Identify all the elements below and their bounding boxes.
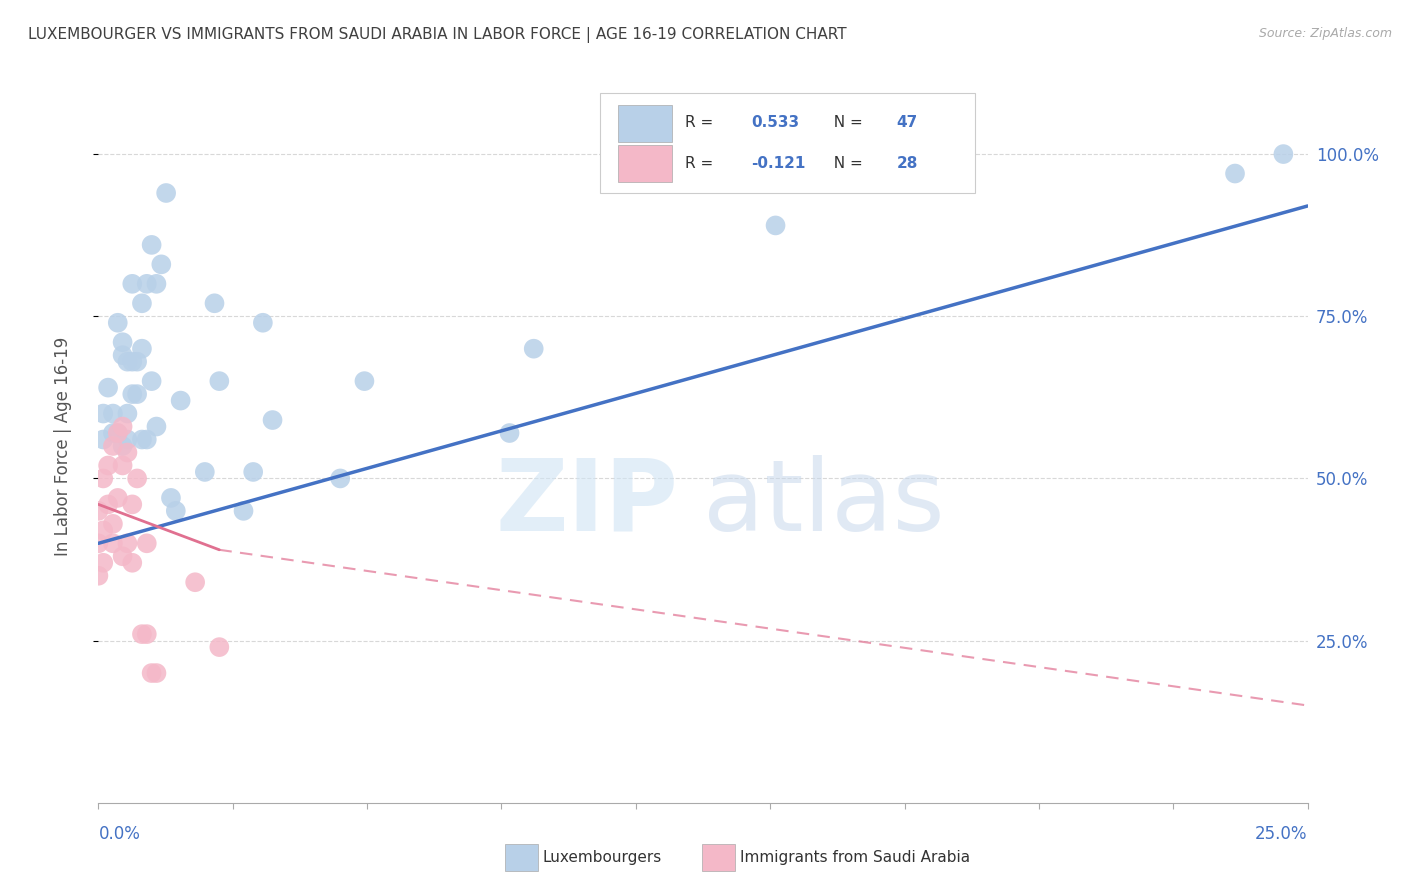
- Point: [101, 407, 124, 421]
- Point: [1272, 147, 1295, 161]
- Point: [135, 627, 157, 641]
- Text: LUXEMBOURGER VS IMMIGRANTS FROM SAUDI ARABIA IN LABOR FORCE | AGE 16-19 CORRELAT: LUXEMBOURGER VS IMMIGRANTS FROM SAUDI AR…: [28, 27, 846, 43]
- Point: [145, 666, 167, 681]
- FancyBboxPatch shape: [600, 93, 976, 193]
- Point: [127, 471, 149, 485]
- Point: [194, 465, 217, 479]
- Point: [107, 316, 129, 330]
- Point: [141, 666, 163, 681]
- Text: 0.533: 0.533: [751, 115, 800, 130]
- Point: [111, 335, 134, 350]
- Point: [329, 471, 352, 485]
- Point: [111, 549, 134, 564]
- Point: [101, 516, 124, 531]
- Point: [135, 536, 157, 550]
- Point: [141, 238, 163, 252]
- Point: [107, 425, 129, 440]
- Point: [117, 445, 139, 459]
- Point: [117, 433, 139, 447]
- Point: [87, 504, 110, 518]
- Point: [101, 536, 124, 550]
- Point: [111, 458, 134, 473]
- Text: R =: R =: [685, 156, 718, 171]
- Point: [262, 413, 284, 427]
- FancyBboxPatch shape: [619, 105, 672, 142]
- Point: [107, 425, 129, 440]
- Y-axis label: In Labor Force | Age 16-19: In Labor Force | Age 16-19: [53, 336, 72, 556]
- Point: [498, 425, 520, 440]
- Point: [97, 497, 120, 511]
- Point: [165, 504, 187, 518]
- Point: [160, 491, 183, 505]
- Point: [155, 186, 177, 200]
- Point: [860, 167, 883, 181]
- Point: [117, 536, 139, 550]
- Point: [121, 354, 143, 368]
- Point: [101, 425, 124, 440]
- Point: [87, 568, 110, 582]
- Point: [141, 374, 163, 388]
- Point: [91, 556, 114, 570]
- Text: 28: 28: [897, 156, 918, 171]
- Point: [145, 419, 167, 434]
- Point: [353, 374, 375, 388]
- Point: [121, 277, 143, 291]
- Point: [101, 439, 124, 453]
- Text: 0.0%: 0.0%: [98, 825, 141, 843]
- Point: [131, 433, 153, 447]
- Point: [1223, 167, 1246, 181]
- Point: [87, 536, 110, 550]
- Point: [131, 627, 153, 641]
- Point: [232, 504, 254, 518]
- Point: [91, 471, 114, 485]
- Point: [127, 387, 149, 401]
- Text: 47: 47: [897, 115, 918, 130]
- Point: [107, 491, 129, 505]
- Point: [97, 381, 120, 395]
- Text: Luxembourgers: Luxembourgers: [543, 850, 662, 864]
- Point: [204, 296, 226, 310]
- Point: [169, 393, 191, 408]
- Point: [127, 354, 149, 368]
- Point: [252, 316, 274, 330]
- Point: [131, 342, 153, 356]
- Point: [765, 219, 787, 233]
- Point: [97, 458, 120, 473]
- Point: [91, 524, 114, 538]
- Point: [91, 407, 114, 421]
- Point: [117, 407, 139, 421]
- Point: [111, 439, 134, 453]
- Point: [135, 433, 157, 447]
- Text: Source: ZipAtlas.com: Source: ZipAtlas.com: [1258, 27, 1392, 40]
- Point: [150, 257, 173, 271]
- Text: ZIP: ZIP: [496, 455, 679, 551]
- Text: -0.121: -0.121: [751, 156, 806, 171]
- Point: [145, 277, 167, 291]
- Text: atlas: atlas: [703, 455, 945, 551]
- Text: R =: R =: [685, 115, 718, 130]
- Point: [117, 354, 139, 368]
- Point: [121, 387, 143, 401]
- Text: N =: N =: [824, 115, 868, 130]
- Point: [135, 277, 157, 291]
- Point: [208, 640, 231, 654]
- Point: [91, 433, 114, 447]
- Point: [523, 342, 546, 356]
- Point: [111, 348, 134, 362]
- Text: N =: N =: [824, 156, 868, 171]
- Text: 25.0%: 25.0%: [1256, 825, 1308, 843]
- Point: [242, 465, 264, 479]
- Point: [184, 575, 207, 590]
- Text: Immigrants from Saudi Arabia: Immigrants from Saudi Arabia: [740, 850, 970, 864]
- Point: [121, 556, 143, 570]
- Point: [131, 296, 153, 310]
- Point: [111, 419, 134, 434]
- FancyBboxPatch shape: [619, 145, 672, 182]
- Point: [121, 497, 143, 511]
- Point: [208, 374, 231, 388]
